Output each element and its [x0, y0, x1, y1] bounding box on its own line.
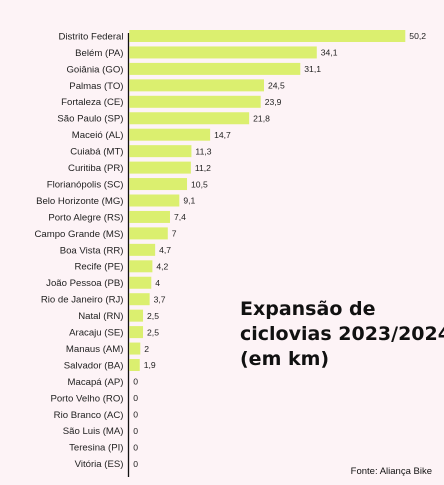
category-label-aracaju-se: Aracaju (SE): [69, 328, 123, 339]
bar-boa-vista-rr: [129, 243, 156, 256]
bar-cuiaba-mt: [129, 145, 192, 158]
value-label-manaus-am: 2: [144, 344, 149, 354]
category-label-florianopolis-sc: Florianópolis (SC): [47, 179, 124, 190]
bar-campo-grande-ms: [129, 227, 168, 240]
bar-florianopolis-sc: [129, 178, 188, 191]
bar-manaus-am: [129, 342, 141, 355]
value-label-rio-branco-ac: 0: [133, 410, 138, 420]
value-label-vitoria-es: 0: [133, 459, 138, 469]
value-label-joao-pessoa-pb: 4: [155, 278, 160, 288]
value-label-boa-vista-rr: 4,7: [159, 245, 171, 255]
category-label-fortaleza-ce: Fortaleza (CE): [61, 97, 123, 108]
category-label-curitiba-pr: Curitiba (PR): [68, 163, 123, 174]
value-label-maceio-al: 14,7: [214, 130, 231, 140]
category-label-palmas-to: Palmas (TO): [69, 81, 123, 92]
bar-rio-de-janeiro-rj: [129, 293, 150, 306]
title-line-1: Expansão de: [240, 298, 376, 320]
value-label-fortaleza-ce: 23,9: [265, 97, 282, 107]
value-label-distrito-federal: 50,2: [409, 31, 426, 41]
category-label-boa-vista-rr: Boa Vista (RR): [60, 245, 124, 256]
category-label-sao-paulo-sp: São Paulo (SP): [57, 114, 123, 125]
category-label-recife-pe: Recife (PE): [74, 262, 123, 273]
category-label-porto-velho-ro: Porto Velho (RO): [50, 393, 123, 404]
bar-porto-alegre-rs: [129, 210, 170, 223]
bar-belo-horizonte-mg: [129, 194, 180, 207]
category-label-maceio-al: Maceió (AL): [72, 130, 124, 141]
category-label-sao-luis-ma: São Luis (MA): [63, 426, 124, 437]
category-label-macapa-ap: Macapá (AP): [68, 377, 124, 388]
value-label-palmas-to: 24,5: [268, 81, 285, 91]
category-label-vitoria-es: Vitória (ES): [75, 459, 124, 470]
value-label-curitiba-pr: 11,2: [195, 163, 211, 173]
value-label-porto-alegre-rs: 7,4: [174, 212, 186, 222]
bar-maceio-al: [129, 128, 211, 141]
source-note: Fonte: Aliança Bike: [350, 466, 432, 477]
category-label-natal-rn: Natal (RN): [78, 311, 123, 322]
bar-salvador-ba: [129, 359, 140, 371]
category-label-rio-branco-ac: Rio Branco (AC): [54, 410, 124, 421]
category-label-belem-pa: Belém (PA): [75, 48, 123, 59]
category-label-distrito-federal: Distrito Federal: [58, 31, 123, 42]
bar-fortaleza-ce: [129, 95, 261, 108]
category-label-cuiaba-mt: Cuiabá (MT): [70, 147, 123, 158]
category-label-belo-horizonte-mg: Belo Horizonte (MG): [36, 196, 123, 207]
bar-sao-paulo-sp: [129, 112, 250, 125]
bar-palmas-to: [129, 79, 265, 92]
value-label-belo-horizonte-mg: 9,1: [183, 196, 195, 206]
category-label-porto-alegre-rs: Porto Alegre (RS): [48, 212, 123, 223]
value-label-salvador-ba: 1,9: [144, 360, 156, 370]
value-label-teresina-pi: 0: [133, 442, 138, 452]
value-label-cuiaba-mt: 11,3: [195, 146, 211, 156]
category-label-manaus-am: Manaus (AM): [66, 344, 124, 355]
category-label-salvador-ba: Salvador (BA): [64, 360, 124, 371]
value-label-recife-pe: 4,2: [156, 262, 168, 272]
value-label-porto-velho-ro: 0: [133, 393, 138, 403]
value-label-rio-de-janeiro-rj: 3,7: [154, 294, 166, 304]
title-line-3: (em km): [240, 348, 330, 370]
value-label-sao-luis-ma: 0: [133, 426, 138, 436]
category-label-goiania-go: Goiânia (GO): [66, 64, 123, 75]
title-line-2: ciclovias 2023/2024: [240, 323, 444, 345]
bar-distrito-federal: [129, 30, 406, 42]
category-label-rio-de-janeiro-rj: Rio de Janeiro (RJ): [41, 295, 124, 306]
category-label-joao-pessoa-pb: João Pessoa (PB): [46, 278, 123, 289]
value-label-macapa-ap: 0: [133, 377, 138, 387]
bar-natal-rn: [129, 309, 144, 322]
bar-recife-pe: [129, 260, 153, 273]
bar-joao-pessoa-pb: [129, 276, 152, 289]
value-label-florianopolis-sc: 10,5: [191, 179, 208, 189]
value-label-goiania-go: 31,1: [304, 64, 321, 74]
value-label-sao-paulo-sp: 21,8: [253, 113, 270, 123]
bar-belem-pa: [129, 46, 317, 59]
bar-goiania-go: [129, 62, 301, 75]
value-label-aracaju-se: 2,5: [147, 327, 159, 337]
value-label-natal-rn: 2,5: [147, 311, 159, 321]
chart-title: Expansão de ciclovias 2023/2024 (em km): [240, 297, 444, 372]
category-label-teresina-pi: Teresina (PI): [69, 443, 123, 454]
value-label-belem-pa: 34,1: [321, 48, 338, 58]
value-label-campo-grande-ms: 7: [172, 229, 177, 239]
bar-curitiba-pr: [129, 161, 191, 174]
bar-aracaju-se: [129, 326, 144, 339]
category-label-campo-grande-ms: Campo Grande (MS): [34, 229, 123, 240]
